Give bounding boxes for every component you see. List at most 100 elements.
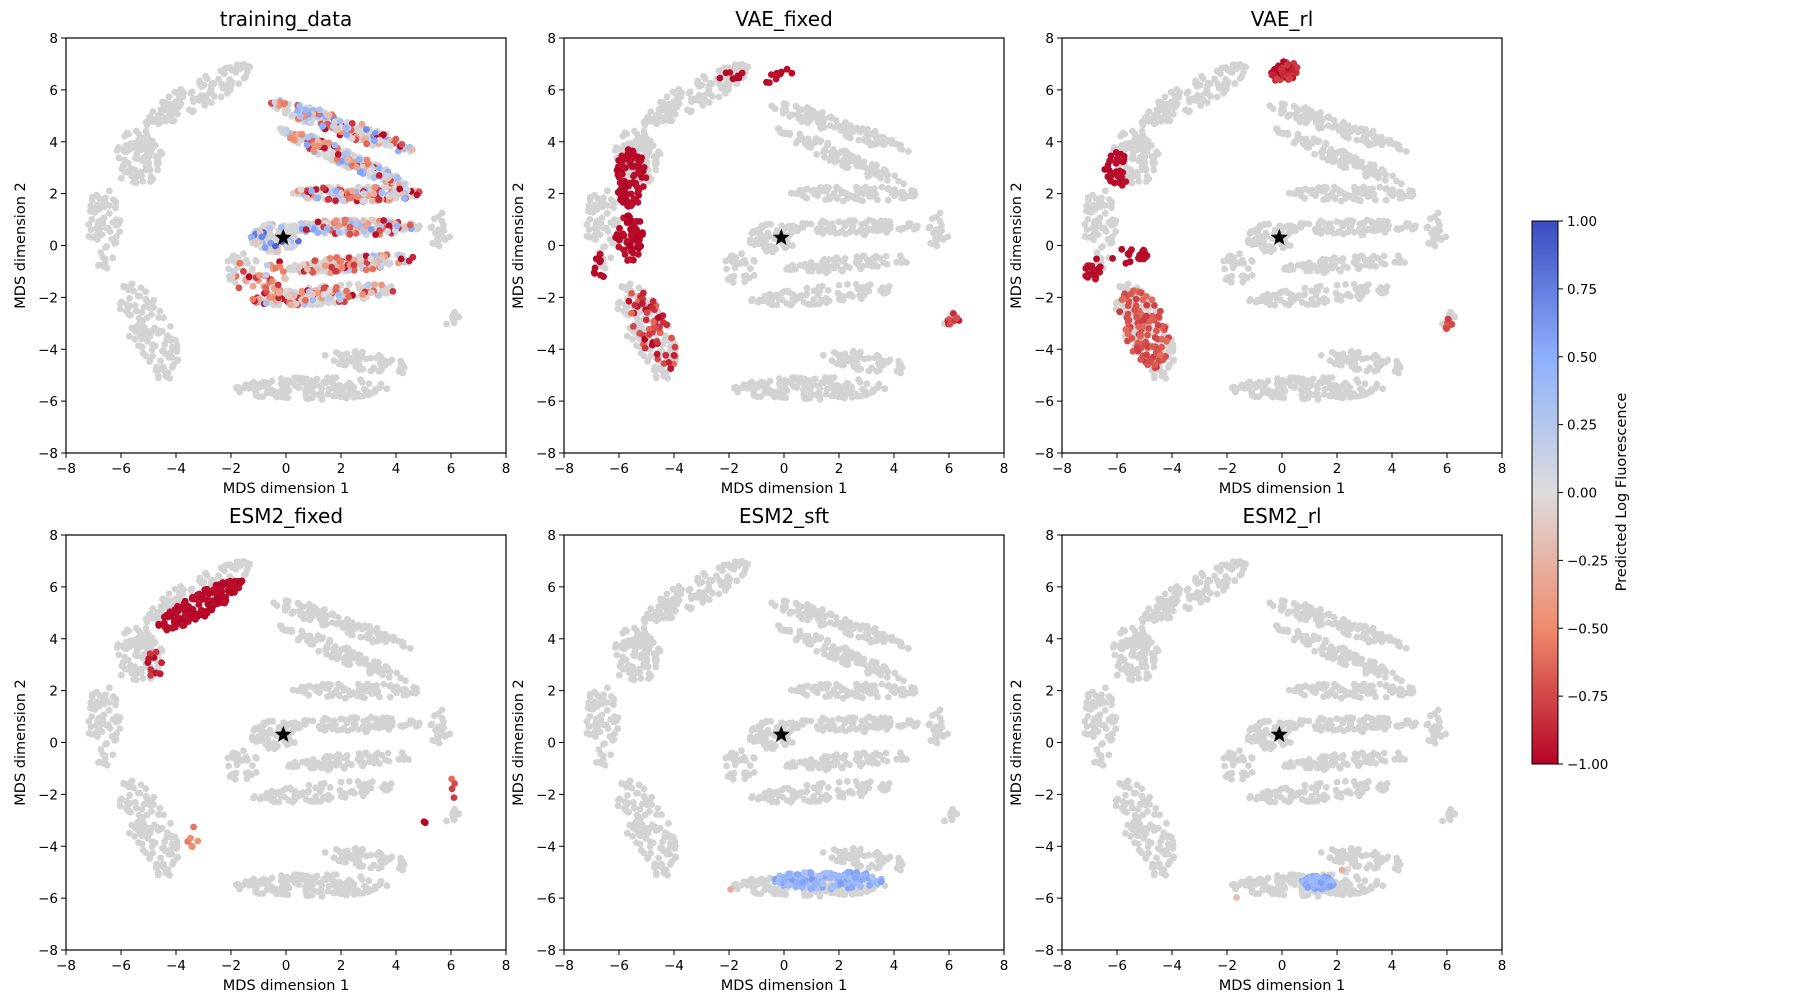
background-point [172, 98, 180, 106]
highlight-point [413, 191, 421, 199]
scatter-points [85, 61, 463, 403]
background-point [779, 296, 786, 304]
background-point [96, 195, 104, 203]
highlight-point [354, 193, 362, 201]
background-point [1337, 197, 1345, 205]
highlight-point [628, 155, 636, 163]
background-point [852, 281, 860, 288]
background-point [163, 336, 171, 344]
background-point [796, 186, 804, 194]
background-point [833, 194, 841, 202]
background-point [1185, 95, 1193, 103]
background-point [758, 222, 766, 230]
background-point [1361, 225, 1369, 233]
highlight-point [640, 183, 647, 191]
background-point [623, 286, 631, 294]
background-point [1355, 226, 1363, 234]
background-point [868, 130, 875, 138]
highlight-point [336, 118, 344, 125]
background-point [412, 225, 420, 233]
background-point [672, 110, 679, 118]
background-point [1308, 375, 1316, 383]
highlight-point [1117, 150, 1125, 158]
highlight-point [278, 223, 285, 231]
background-point [603, 224, 610, 232]
background-point [88, 193, 96, 201]
background-point [635, 139, 643, 147]
background-point [612, 144, 620, 151]
highlight-point [639, 229, 646, 237]
background-point [796, 294, 804, 302]
background-point [904, 148, 912, 155]
background-point [88, 216, 96, 223]
background-point [399, 369, 406, 377]
background-point [1267, 248, 1275, 256]
background-point [1229, 259, 1237, 267]
background-point [1437, 235, 1445, 243]
background-point [705, 81, 713, 89]
background-point [897, 369, 904, 377]
background-point [1342, 281, 1349, 288]
background-point [105, 209, 113, 217]
background-point [106, 187, 113, 195]
background-point [157, 357, 165, 365]
highlight-point [386, 142, 394, 150]
highlight-point [622, 189, 630, 197]
background-point [1373, 380, 1381, 388]
highlight-point [369, 216, 377, 224]
background-point [174, 356, 182, 364]
highlight-point [249, 295, 257, 303]
highlight-point [335, 229, 343, 236]
background-point [449, 316, 457, 324]
background-point [397, 357, 405, 365]
background-point [350, 383, 358, 391]
highlight-point [1092, 275, 1099, 283]
highlight-point [1122, 178, 1130, 186]
background-point [250, 378, 258, 386]
background-point [1339, 394, 1347, 402]
highlight-point [308, 187, 315, 195]
background-point [1285, 301, 1293, 309]
background-point [142, 166, 150, 173]
background-point [1314, 396, 1322, 403]
highlight-point [1096, 268, 1103, 276]
background-point [1311, 150, 1318, 158]
background-point [761, 389, 769, 397]
highlight-point [628, 309, 635, 317]
background-point [128, 144, 136, 152]
background-point [1298, 386, 1305, 394]
background-point [819, 352, 827, 359]
background-point [647, 117, 655, 125]
background-point [875, 380, 883, 388]
background-point [768, 102, 776, 110]
background-point [105, 224, 112, 232]
background-point [705, 99, 713, 106]
highlight-point [1106, 167, 1113, 174]
background-point [759, 242, 767, 250]
background-point [1293, 378, 1301, 386]
background-point [1083, 226, 1091, 234]
background-point [329, 392, 337, 400]
highlight-point [304, 134, 312, 141]
background-point [1347, 128, 1355, 135]
background-point [1391, 189, 1398, 197]
background-point [1396, 259, 1404, 266]
background-point [1351, 154, 1359, 162]
background-point [1347, 217, 1355, 225]
background-point [1272, 125, 1280, 132]
background-point [1362, 170, 1369, 178]
highlight-point [645, 325, 653, 333]
background-point [873, 167, 881, 175]
y-tick-label: 6 [547, 83, 556, 99]
background-point [781, 130, 788, 138]
background-point [820, 149, 827, 156]
background-point [202, 72, 209, 80]
background-point [1109, 221, 1117, 229]
background-point [853, 253, 861, 261]
background-point [822, 390, 830, 398]
background-point [131, 335, 139, 343]
background-point [1341, 379, 1349, 387]
background-point [1339, 350, 1347, 358]
highlight-point [326, 254, 334, 262]
